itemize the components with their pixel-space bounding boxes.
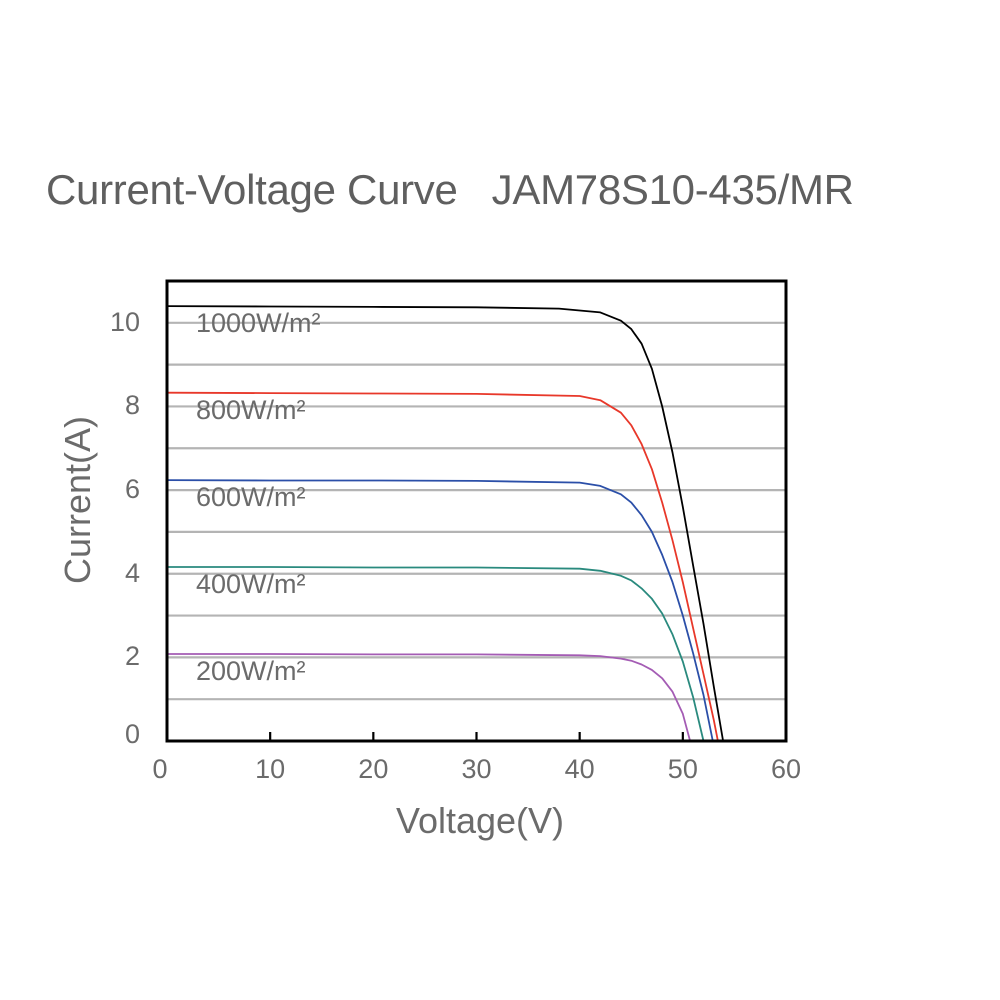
x-tick-label: 40 (564, 754, 595, 784)
y-tick-label: 2 (124, 641, 140, 672)
curve-label: 600W/m² (196, 482, 306, 513)
y-tick-label: 10 (109, 306, 140, 337)
y-tick-label: 6 (124, 474, 140, 505)
x-tick-label: 20 (358, 754, 389, 784)
x-tick-label: 50 (667, 754, 698, 784)
y-tick-label: 0 (124, 719, 140, 749)
x-tick-label: 30 (461, 754, 492, 784)
series-line (167, 566, 705, 742)
x-tick-label: 0 (152, 754, 168, 784)
chart-title: Current-Voltage Curve JAM78S10-435/MR (46, 166, 854, 213)
x-axis-label: Voltage(V) (395, 800, 565, 841)
plot-frame (165, 279, 788, 743)
curve-label: 400W/m² (196, 569, 306, 600)
x-tick-label: 60 (770, 754, 802, 784)
y-axis-label: Current(A) (57, 415, 98, 585)
y-tick-label: 8 (124, 390, 140, 421)
series-line (166, 479, 714, 742)
y-tick-label: 4 (124, 557, 140, 588)
curve-label: 800W/m² (196, 394, 306, 425)
curve-label: 1000W/m² (196, 308, 321, 339)
series-line (166, 391, 719, 742)
x-tick-label: 10 (255, 754, 286, 784)
series-line (167, 653, 691, 742)
curve-label: 200W/m² (196, 656, 306, 687)
series-line (166, 305, 724, 742)
